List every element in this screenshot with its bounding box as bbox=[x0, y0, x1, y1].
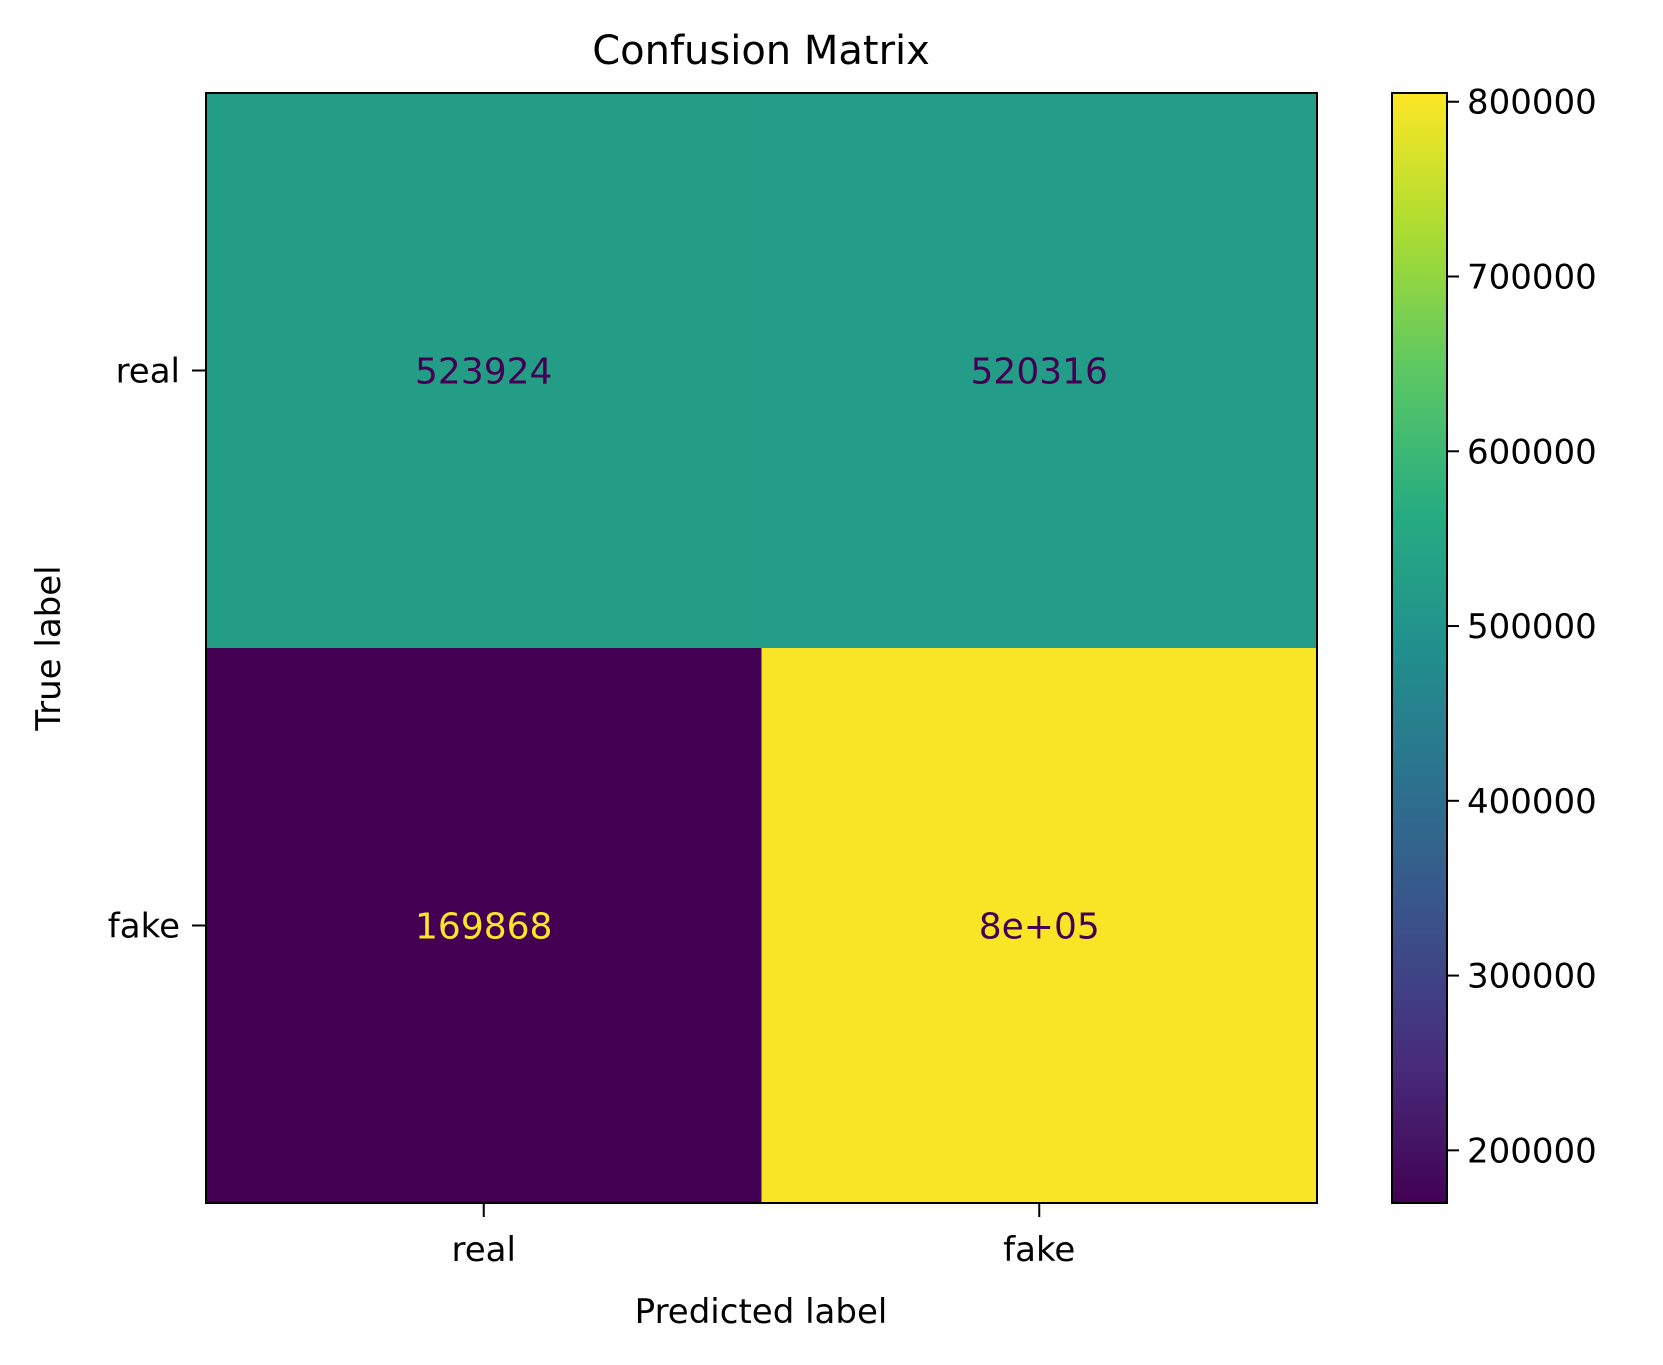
colorbar-tick-label-500000: 500000 bbox=[1467, 607, 1597, 647]
x-axis: real fake bbox=[452, 1203, 1075, 1270]
heatmap-cells bbox=[206, 93, 1318, 1204]
colorbar-frame bbox=[1391, 92, 1448, 1204]
y-axis-label: True label bbox=[29, 565, 69, 731]
colorbar-tick-label-800000: 800000 bbox=[1467, 83, 1597, 123]
heatmap-cell-labels: 523924 520316 169868 8e+05 bbox=[415, 352, 1108, 948]
x-axis-label: Predicted label bbox=[635, 1292, 888, 1332]
cell-value-fake-fake: 8e+05 bbox=[979, 907, 1100, 948]
colorbar-gradient bbox=[1392, 93, 1447, 1203]
y-tick-label-real: real bbox=[116, 352, 180, 392]
heatmap-cell-real-fake bbox=[761, 93, 1318, 649]
cell-value-real-fake: 520316 bbox=[971, 352, 1108, 393]
cell-value-fake-real: 169868 bbox=[415, 907, 552, 948]
plot-frame bbox=[205, 92, 1318, 1204]
heatmap-cell-fake-real bbox=[206, 648, 762, 1204]
colorbar-tick-label-700000: 700000 bbox=[1467, 258, 1597, 298]
colorbar-tick-label-200000: 200000 bbox=[1467, 1131, 1597, 1171]
colorbar-tick-label-600000: 600000 bbox=[1467, 432, 1597, 472]
x-tick-label-real: real bbox=[452, 1230, 516, 1270]
colorbar-tick-label-400000: 400000 bbox=[1467, 782, 1597, 822]
colorbar-tick-label-300000: 300000 bbox=[1467, 957, 1597, 997]
x-tick-label-fake: fake bbox=[1003, 1230, 1075, 1270]
y-tick-label-fake: fake bbox=[108, 907, 180, 947]
cell-value-real-real: 523924 bbox=[415, 352, 552, 393]
colorbar-ticks: 200000 300000 400000 500000 600000 700000 8000… bbox=[1447, 83, 1597, 1171]
chart-title: Confusion Matrix bbox=[592, 28, 930, 74]
heatmap-cell-real-real bbox=[206, 93, 762, 649]
colorbar: 200000 300000 400000 500000 600000 700000 8000… bbox=[1391, 83, 1597, 1204]
heatmap-cell-fake-fake bbox=[761, 648, 1318, 1204]
y-axis: real fake bbox=[108, 352, 206, 947]
